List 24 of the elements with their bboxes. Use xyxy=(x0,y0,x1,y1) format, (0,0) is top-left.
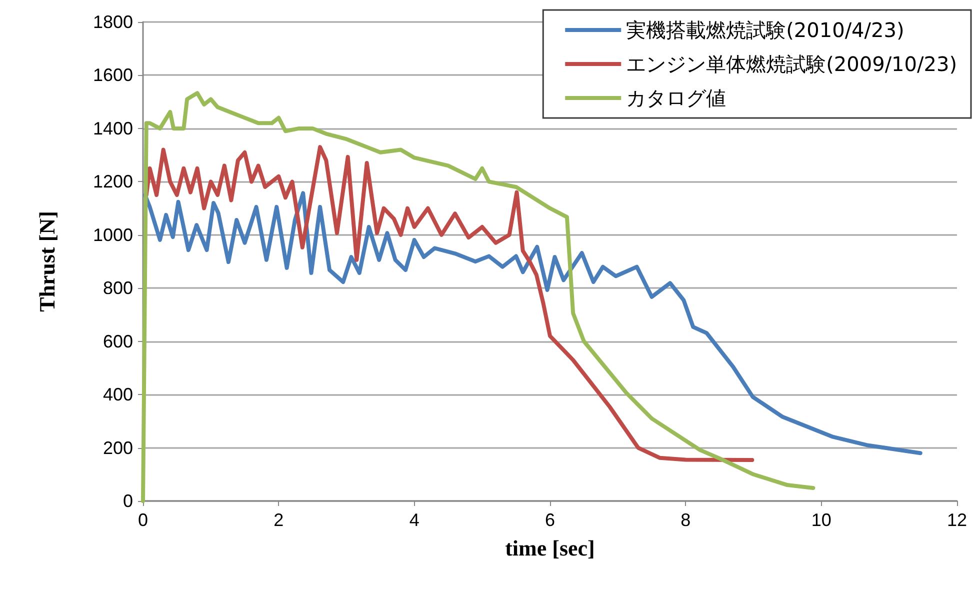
legend-label: 実機搭載燃焼試験(2010/4/23) xyxy=(626,18,904,42)
y-tick-label: 1400 xyxy=(92,118,133,138)
y-tick-label: 1600 xyxy=(92,65,133,86)
y-tick-label: 400 xyxy=(102,384,133,405)
y-tick-label: 600 xyxy=(102,331,133,352)
x-tick-label: 10 xyxy=(811,510,832,530)
y-tick-label: 800 xyxy=(102,278,133,298)
line-series xyxy=(141,91,816,503)
y-tick-label: 1800 xyxy=(92,12,133,32)
y-tick-label: 0 xyxy=(122,491,133,511)
x-tick-label: 6 xyxy=(544,510,556,530)
x-tick-label: 8 xyxy=(680,510,691,530)
x-tick-label: 2 xyxy=(274,510,284,530)
x-tick-label: 4 xyxy=(409,510,420,530)
legend-label: カタログ値 xyxy=(626,86,726,110)
y-tick-label: 1200 xyxy=(92,172,133,192)
y-axis-title: Thrust [N] xyxy=(34,211,60,312)
x-tick-label: 12 xyxy=(946,510,968,530)
y-tick-label: 200 xyxy=(102,438,133,458)
x-tick-label: 0 xyxy=(138,510,148,530)
x-axis-title: time [sec] xyxy=(505,536,595,560)
line-series xyxy=(143,191,922,456)
y-tick-label: 1000 xyxy=(92,224,133,245)
legend-label: エンジン単体燃焼試験(2009/10/23) xyxy=(626,52,958,76)
